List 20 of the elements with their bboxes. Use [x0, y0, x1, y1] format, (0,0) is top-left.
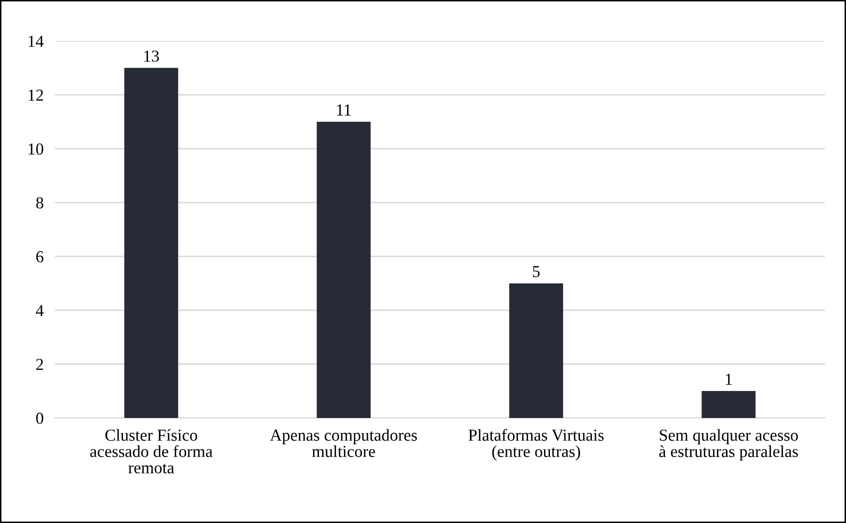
y-tick-label: 6	[36, 251, 44, 262]
bar	[702, 391, 756, 418]
y-tick-label: 4	[36, 305, 44, 316]
bar	[509, 283, 564, 418]
y-tick-label: 10	[28, 143, 44, 155]
bar	[124, 68, 178, 418]
x-tick-label: Sem qualquer acesso à estruturas paralelas	[659, 429, 798, 461]
y-tick-label: 2	[36, 358, 43, 370]
data-label: 1	[726, 374, 732, 385]
y-tick-label: 8	[36, 197, 44, 209]
x-tick-label: Plataformas Virtuais (entre outras)	[468, 428, 604, 460]
data-label: 11	[337, 104, 351, 116]
data-label: 5	[532, 266, 540, 278]
y-tick-label: 14	[28, 36, 44, 47]
y-tick-label: 12	[28, 90, 43, 101]
x-tick-label: Cluster Físico acessado de forma remota	[90, 429, 213, 474]
bar	[316, 122, 371, 418]
data-label: 13	[144, 50, 159, 62]
y-tick-label: 0	[36, 412, 44, 424]
x-tick-label: Apenas computadores multicore	[270, 429, 417, 458]
